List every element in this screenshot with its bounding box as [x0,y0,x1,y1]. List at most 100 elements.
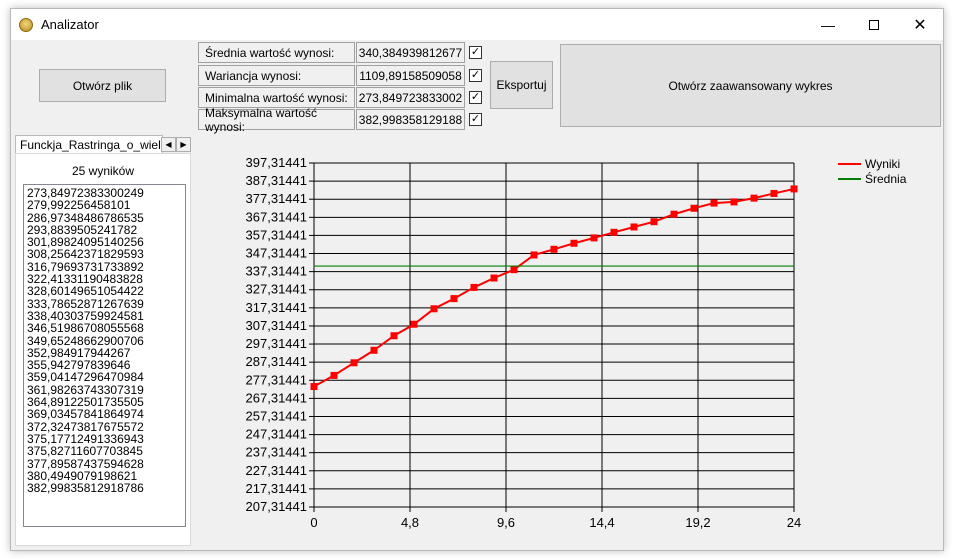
y-tick-label: 307,31441 [246,318,307,333]
data-point [730,198,738,206]
list-item[interactable]: 346,51986708055568 [27,321,144,336]
data-point [670,210,678,218]
max-checkbox[interactable]: ✓ [469,113,482,126]
maximize-icon[interactable] [851,9,897,40]
y-tick-label: 267,31441 [246,390,307,405]
legend-entry: Wyniki [865,157,900,171]
data-point [770,189,778,197]
list-item[interactable]: 359,04147296470984 [27,370,144,385]
x-tick-label: 19,2 [685,515,710,530]
data-point [510,266,518,274]
list-item[interactable]: 338,40303759924581 [27,308,144,323]
tab-scroll-left-icon[interactable]: ◀ [161,137,176,152]
list-item[interactable]: 382,99835812918786 [27,481,144,496]
list-item[interactable]: 375,17712491336943 [27,431,144,446]
list-item[interactable]: 349,65248662900706 [27,333,144,348]
data-point [330,371,338,379]
list-item[interactable]: 372,32473817675572 [27,419,144,434]
list-item[interactable]: 328,60149651054422 [27,284,144,299]
mean-label: Średnia wartość wynosi: [198,42,355,63]
data-point [550,245,558,253]
y-tick-label: 387,31441 [246,173,307,188]
app-icon [19,18,33,32]
export-button[interactable]: Eksportuj [490,61,553,109]
data-point [690,204,698,212]
data-point [430,305,438,313]
y-tick-label: 317,31441 [246,300,307,315]
x-tick-label: 9,6 [497,515,515,530]
data-point [350,359,358,367]
y-tick-label: 347,31441 [246,246,307,261]
data-point [530,251,538,259]
y-tick-label: 397,31441 [246,155,307,170]
min-label: Minimalna wartość wynosi: [198,87,355,108]
min-checkbox[interactable]: ✓ [469,91,482,104]
list-item[interactable]: 301,89824095140256 [27,235,144,250]
y-tick-label: 257,31441 [246,408,307,423]
data-point [710,199,718,207]
max-label: Maksymalna wartość wynosi: [198,106,355,134]
list-item[interactable]: 364,89122501735505 [27,395,144,410]
legend-entry: Średnia [865,171,907,186]
open-file-button[interactable]: Otwórz plik [39,69,166,102]
data-point [750,194,758,202]
y-tick-label: 337,31441 [246,264,307,279]
data-point [470,283,478,291]
series-line-wyniki [313,187,795,388]
x-tick-label: 4,8 [401,515,419,530]
list-item[interactable]: 279,992256458101 [27,198,131,213]
app-window: Analizator — ✕ Otwórz plik Średnia warto… [10,8,944,551]
y-tick-label: 327,31441 [246,282,307,297]
list-item[interactable]: 316,79693731733892 [27,259,144,274]
list-item[interactable]: 333,78652871267639 [27,296,144,311]
y-tick-label: 277,31441 [246,372,307,387]
list-item[interactable]: 352,984917944267 [27,345,131,360]
list-item[interactable]: 377,89587437594628 [27,456,144,471]
data-point [450,295,458,303]
list-item[interactable]: 375,82711607703845 [27,444,143,459]
y-tick-label: 287,31441 [246,354,307,369]
data-point [570,239,578,247]
data-point [310,383,318,391]
list-item[interactable]: 322,41331190483828 [27,272,143,287]
y-tick-label: 227,31441 [246,463,307,478]
tab-scroll-right-icon[interactable]: ▶ [176,137,191,152]
results-listbox[interactable]: 273,84972383300249 279,992256458101 286,97… [23,184,186,527]
data-point [610,228,618,236]
y-tick-label: 207,31441 [246,499,307,514]
data-point [630,223,638,231]
list-item[interactable]: 273,84972383300249 [27,186,144,200]
tab-panel: 25 wyników 273,84972383300249 279,9922564… [15,153,191,546]
close-icon[interactable]: ✕ [913,16,927,34]
variance-checkbox[interactable]: ✓ [469,69,482,82]
variance-label: Wariancja wynosi: [198,65,355,86]
list-item[interactable]: 308,25642371829593 [27,247,144,262]
results-chart: 207,31441 217,31441 227,31441 237,31441 247,… [246,155,907,530]
results-count: 25 wyników [71,164,135,178]
y-tick-label: 377,31441 [246,191,307,206]
x-tick-label: 24 [787,515,801,530]
data-point [370,346,378,354]
title-bar: Analizator — ✕ [11,9,943,40]
list-item[interactable]: 355,942797839646 [27,358,131,373]
list-item[interactable]: 380,4949079198621 [27,468,138,483]
list-item[interactable]: 369,03457841864974 [27,407,144,422]
data-point [790,185,798,193]
advanced-chart-button[interactable]: Otwórz zaawansowany wykres [560,44,941,127]
y-tick-label: 297,31441 [246,336,307,351]
list-item[interactable]: 361,98263743307319 [27,382,144,397]
data-point [410,320,418,328]
y-tick-label: 247,31441 [246,427,307,442]
window-title: Analizator [41,17,99,32]
variance-value: 1109,8915850905​8 [356,65,465,86]
list-item[interactable]: 286,97348486786535 [27,210,144,225]
min-value: 273,849723833002 [356,87,465,108]
data-point [650,218,658,226]
max-value: 382,998358129188 [356,109,465,130]
tab-function[interactable]: Funckja_Rastringa_o_wielkosci [15,135,163,154]
mean-checkbox[interactable]: ✓ [469,46,482,59]
list-item[interactable]: 293,8839505241782 [27,222,138,237]
data-point [390,332,398,340]
y-tick-label: 357,31441 [246,227,307,242]
minimize-icon[interactable]: — [821,16,835,33]
